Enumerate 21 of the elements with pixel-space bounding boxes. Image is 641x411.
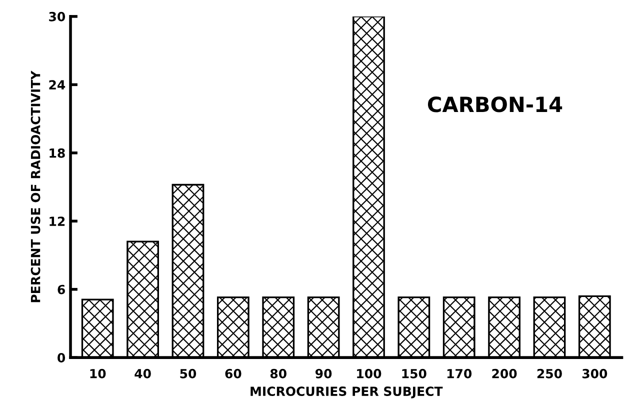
x-tick-label: 170 bbox=[447, 368, 472, 378]
x-tick-label: 250 bbox=[537, 368, 562, 378]
y-tick-label: 12 bbox=[50, 216, 65, 226]
y-tick-label: 24 bbox=[49, 80, 66, 90]
x-tick-label: 10 bbox=[90, 368, 106, 378]
x-tick-label: 50 bbox=[180, 368, 196, 378]
x-tick-label: 60 bbox=[225, 368, 242, 378]
y-tick-label: 6 bbox=[58, 284, 65, 294]
y-tick-label: 0 bbox=[58, 353, 66, 362]
x-tick-label: 100 bbox=[357, 368, 382, 378]
x-tick-label: 300 bbox=[582, 368, 608, 378]
x-tick-label: 90 bbox=[315, 368, 332, 378]
x-axis-title: MICROCURIES PER SUBJECT bbox=[250, 386, 443, 398]
y-tick-label: 30 bbox=[49, 12, 66, 22]
x-tick-label: 80 bbox=[270, 368, 286, 378]
annotation: CARBON-14 bbox=[428, 96, 562, 112]
x-tick-label: 150 bbox=[402, 368, 426, 378]
x-tick-label: 40 bbox=[134, 368, 151, 378]
x-tick-label: 200 bbox=[492, 368, 517, 378]
y-axis-title: PERCENT USE OF RADIOACTIVITY bbox=[30, 70, 40, 302]
y-tick-label: 18 bbox=[50, 148, 65, 158]
